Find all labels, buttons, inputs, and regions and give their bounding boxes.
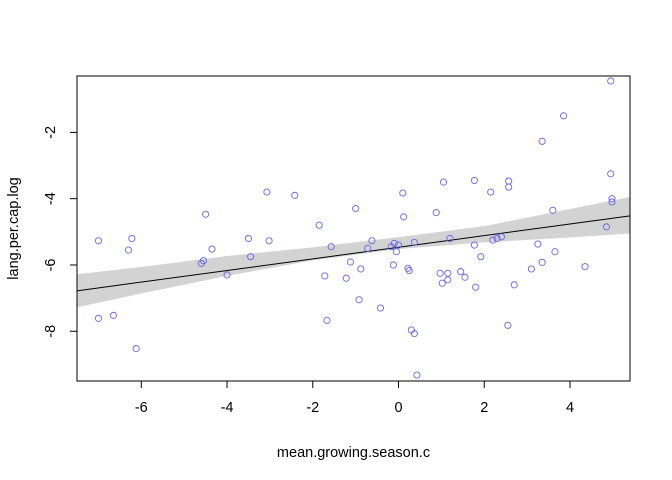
data-point (607, 170, 615, 178)
data-point (355, 296, 363, 304)
data-point (527, 265, 535, 273)
regression-line (76, 215, 631, 292)
data-point (223, 271, 231, 279)
data-point (457, 268, 465, 276)
data-point (199, 257, 208, 265)
y-axis-label: lang.per.cap.log (6, 177, 22, 279)
data-point (436, 269, 444, 277)
data-point (551, 248, 559, 256)
data-point (608, 195, 616, 203)
y-tick-label: -6 (43, 259, 59, 272)
data-point (327, 243, 335, 251)
data-point (94, 314, 102, 322)
data-point (94, 237, 102, 245)
data-point (346, 258, 355, 266)
data-point (439, 178, 448, 186)
x-tick-label: -2 (306, 400, 319, 416)
data-point (376, 304, 385, 312)
data-point (390, 239, 398, 247)
data-point (315, 221, 323, 229)
data-point (446, 234, 454, 242)
data-point (505, 177, 513, 185)
data-point (124, 246, 132, 254)
data-point (461, 273, 469, 281)
data-point (405, 267, 413, 275)
confidence-band (77, 197, 630, 308)
data-point (265, 237, 273, 245)
data-point (323, 316, 331, 324)
data-point (321, 272, 329, 280)
x-axis-label: mean.growing.season.c (277, 445, 430, 461)
data-point (357, 265, 365, 273)
plot-area (76, 77, 631, 379)
data-point (368, 237, 376, 245)
y-tick-label: -2 (43, 126, 59, 139)
data-point (291, 191, 299, 199)
data-point (493, 234, 501, 242)
data-point (534, 240, 542, 248)
data-point (472, 283, 480, 291)
x-axis: -6 -4 -2 0 2 4 (135, 381, 574, 416)
data-point (247, 253, 255, 261)
data-point (505, 183, 513, 191)
y-axis: -8 -6 -4 -2 (43, 126, 77, 338)
data-point (477, 253, 485, 261)
data-point (538, 137, 546, 145)
data-point (389, 261, 397, 269)
data-point (394, 241, 403, 249)
data-point (497, 233, 505, 241)
data-point (410, 238, 418, 246)
data-point (581, 263, 589, 271)
x-tick-label: 0 (394, 400, 402, 416)
data-point (413, 371, 421, 379)
data-point (560, 112, 568, 120)
data-points (94, 77, 616, 379)
data-point (438, 279, 446, 287)
data-point (504, 321, 512, 329)
plot-frame (76, 75, 631, 382)
data-point (364, 244, 372, 252)
data-point (352, 205, 360, 213)
data-point (244, 234, 253, 242)
data-point (489, 236, 497, 244)
data-point (410, 330, 418, 338)
data-point (392, 248, 400, 256)
data-point (607, 77, 615, 85)
x-tick-label: -6 (135, 400, 148, 416)
data-point (263, 188, 271, 196)
x-tick-label: 2 (480, 400, 488, 416)
data-point (470, 176, 478, 184)
data-point (128, 234, 136, 242)
data-point (510, 281, 518, 289)
data-point (208, 245, 216, 253)
data-point (608, 198, 616, 206)
data-point (538, 258, 546, 266)
data-point (342, 274, 350, 282)
data-point (602, 223, 610, 231)
data-point (444, 276, 452, 284)
data-point (109, 311, 117, 319)
data-point (470, 241, 478, 249)
data-point (132, 344, 140, 353)
data-point (432, 209, 440, 217)
data-point (400, 213, 408, 221)
x-tick-label: -4 (221, 400, 234, 416)
x-tick-label: 4 (566, 400, 574, 416)
y-tick-label: -4 (43, 192, 59, 205)
data-point (399, 189, 407, 197)
data-point (549, 206, 557, 214)
y-tick-label: -8 (43, 325, 59, 338)
data-point (444, 269, 452, 277)
data-point (487, 188, 495, 196)
data-point (202, 210, 210, 218)
